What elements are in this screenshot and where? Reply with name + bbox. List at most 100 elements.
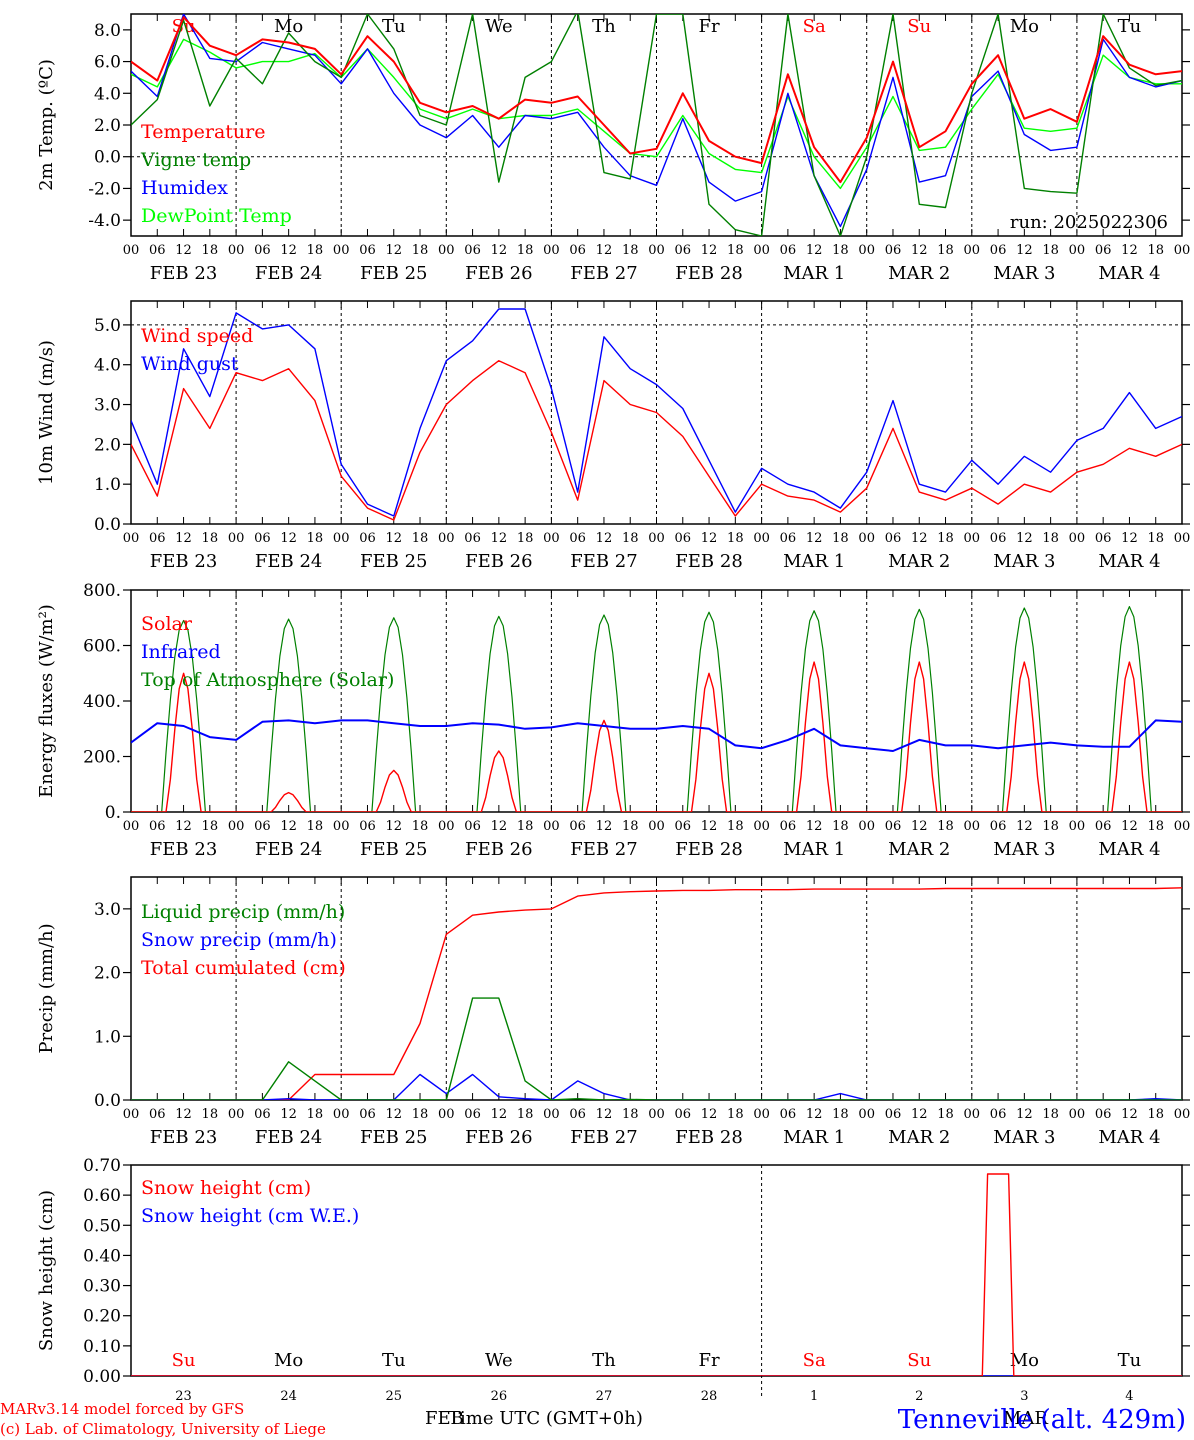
weekday-label: Th — [592, 16, 616, 37]
hour-label: 00 — [858, 1107, 875, 1122]
day-number-label: 3 — [1020, 1389, 1028, 1404]
hour-label: 06 — [569, 819, 586, 834]
series-group — [131, 1173, 1182, 1376]
hour-label: 12 — [175, 819, 192, 834]
y-tick-label: -2.0 — [88, 179, 121, 199]
hour-label: 00 — [123, 531, 140, 546]
snow-month-feb: FEB — [425, 1408, 464, 1429]
date-label: FEB 26 — [465, 551, 532, 572]
weekday-label: Su — [907, 16, 931, 37]
hour-label: 00 — [648, 531, 665, 546]
hour-label: 18 — [307, 819, 324, 834]
day-number-label: 4 — [1125, 1389, 1133, 1404]
hour-label: 12 — [806, 1107, 823, 1122]
hour-label: 06 — [149, 819, 166, 834]
hour-label: 12 — [596, 1107, 613, 1122]
y-tick-label: 5.0 — [94, 316, 121, 336]
hour-label: 18 — [412, 531, 429, 546]
hour-label: 00 — [753, 819, 770, 834]
hour-label: 06 — [464, 243, 481, 258]
legend-entry: Total cumulated (cm) — [141, 957, 346, 979]
panel-2: 0.0 1.0 2.0 3.0 4.0 5.0 10m Wind (m/s) 00 06 12 18… — [36, 300, 1190, 572]
y-tick-label: 4.0 — [94, 84, 121, 104]
date-label: FEB 25 — [360, 551, 427, 572]
date-label: MAR 2 — [888, 839, 950, 860]
hour-label: 12 — [491, 243, 508, 258]
hour-label: 00 — [1069, 531, 1086, 546]
hour-label: 18 — [1042, 819, 1059, 834]
day-number-label: 27 — [596, 1389, 613, 1404]
date-label: MAR 4 — [1098, 263, 1160, 284]
weekday-label: Mo — [1010, 1350, 1039, 1371]
legend-entry: Infrared — [141, 641, 221, 663]
y-axis-label: 10m Wind (m/s) — [36, 340, 57, 485]
weekday-label: Tu — [382, 16, 406, 37]
hour-label: 12 — [1121, 1107, 1138, 1122]
hour-label: 12 — [596, 531, 613, 546]
hour-label: 06 — [149, 531, 166, 546]
legend-entry: Snow precip (mm/h) — [141, 929, 337, 951]
series-group — [131, 887, 1182, 1100]
y-tick-label: 4.0 — [94, 356, 121, 376]
series-group — [131, 606, 1182, 812]
hour-label: 18 — [202, 819, 219, 834]
y-axis-label: 2m Temp. (ºC) — [36, 59, 57, 191]
y-tick-label: 200. — [83, 748, 121, 768]
series-line-wind-gust — [131, 308, 1182, 517]
hour-label: 00 — [964, 1107, 981, 1122]
hour-label: 06 — [885, 1107, 902, 1122]
y-tick-label: -4.0 — [88, 211, 121, 231]
series-group — [131, 14, 1182, 236]
date-label: FEB 26 — [465, 1127, 532, 1148]
date-label: MAR 1 — [783, 263, 845, 284]
hour-label: 18 — [727, 243, 744, 258]
weekday-label: Mo — [1010, 16, 1039, 37]
hour-label: 00 — [123, 1107, 140, 1122]
weekday-label: Sa — [803, 1350, 826, 1371]
hour-label: 12 — [1121, 819, 1138, 834]
weekday-label: We — [485, 1350, 513, 1371]
model-credit: MARv3.14 model forced by GFS — [0, 1400, 244, 1418]
hour-label: 06 — [254, 819, 271, 834]
y-tick-label: 800. — [83, 581, 121, 601]
hour-label: 06 — [675, 243, 692, 258]
hour-label: 18 — [202, 1107, 219, 1122]
hour-label: 12 — [806, 243, 823, 258]
hour-label: 06 — [359, 819, 376, 834]
weekday-label: We — [485, 16, 513, 37]
hour-label: 00 — [753, 531, 770, 546]
date-label: FEB 27 — [570, 1127, 637, 1148]
date-label: FEB 23 — [150, 263, 217, 284]
date-label: MAR 4 — [1098, 1127, 1160, 1148]
date-label: MAR 2 — [888, 551, 950, 572]
x-axis-title: Time UTC (GMT+0h) — [448, 1408, 643, 1429]
y-tick-label: 0.20 — [83, 1307, 121, 1327]
hour-label: 12 — [1016, 531, 1033, 546]
legend-entry: Vigne temp — [140, 149, 251, 171]
y-tick-label: 0.40 — [83, 1246, 121, 1266]
series-line-temperature — [131, 16, 1182, 184]
legend-entry: Humidex — [141, 177, 228, 199]
date-label: FEB 25 — [360, 1127, 427, 1148]
hour-label: 06 — [780, 1107, 797, 1122]
hour-label: 18 — [517, 531, 534, 546]
hour-label: 00 — [964, 531, 981, 546]
legend-entry: Top of Atmosphere (Solar) — [141, 669, 394, 691]
date-label: MAR 3 — [993, 839, 1055, 860]
hour-label: 18 — [1042, 243, 1059, 258]
hour-label: 00 — [333, 1107, 350, 1122]
hour-label: 12 — [280, 531, 297, 546]
hour-label: 18 — [412, 243, 429, 258]
y-tick-label: 0.0 — [94, 515, 121, 535]
hour-label: 18 — [622, 1107, 639, 1122]
y-tick-label: 1.0 — [94, 1027, 121, 1047]
y-axis-label: Snow height (cm) — [36, 1190, 57, 1351]
date-label: FEB 26 — [465, 839, 532, 860]
hour-label: 12 — [701, 531, 718, 546]
snow-month-mar: MAR — [1003, 1408, 1048, 1429]
hour-label: 12 — [911, 1107, 928, 1122]
run-annotation: run: 2025022306 — [1010, 212, 1168, 233]
day-number-label: 24 — [280, 1389, 297, 1404]
hour-label: 06 — [359, 1107, 376, 1122]
